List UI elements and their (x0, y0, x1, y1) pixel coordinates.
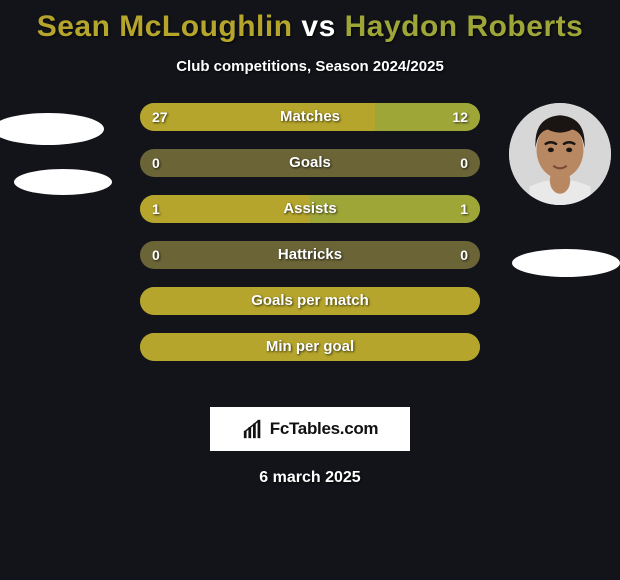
decorative-ellipse (512, 249, 620, 277)
stat-row: Min per goal (140, 333, 480, 361)
content-area: Matches2712Goals00Assists11Hattricks00Go… (0, 103, 620, 403)
subtitle: Club competitions, Season 2024/2025 (0, 58, 620, 75)
branding-text: FcTables.com (270, 419, 379, 439)
page-title: Sean McLoughlin vs Haydon Roberts (0, 0, 620, 44)
stat-value-right: 0 (460, 149, 468, 177)
branding-badge: FcTables.com (210, 407, 410, 451)
decorative-ellipse (0, 113, 104, 145)
stat-bars: Matches2712Goals00Assists11Hattricks00Go… (140, 103, 480, 379)
stat-label: Assists (140, 195, 480, 223)
stat-row: Assists1 1 (140, 195, 480, 223)
stat-row: Hattricks0 0 (140, 241, 480, 269)
decorative-ellipse (14, 169, 112, 195)
stat-label: Hattricks (140, 241, 480, 269)
vs-separator: vs (293, 10, 345, 43)
stat-label: Matches (140, 103, 480, 131)
stat-label: Goals (140, 149, 480, 177)
fctables-logo-icon (242, 418, 264, 440)
stat-value-left: 27 (152, 103, 168, 131)
stat-label: Min per goal (140, 333, 480, 361)
stat-value-left: 1 (152, 195, 160, 223)
comparison-infographic: Sean McLoughlin vs Haydon Roberts Club c… (0, 0, 620, 580)
stat-value-right: 0 (460, 241, 468, 269)
player2-avatar (509, 103, 611, 205)
player2-name: Haydon Roberts (345, 10, 584, 43)
date-text: 6 march 2025 (0, 469, 620, 487)
stat-value-left: 0 (152, 149, 160, 177)
stat-row: Matches27 12 (140, 103, 480, 131)
player1-name: Sean McLoughlin (37, 10, 293, 43)
stat-value-right: 1 (460, 195, 468, 223)
avatar-icon (509, 103, 611, 205)
stat-value-right: 12 (452, 103, 468, 131)
stat-row: Goals0 0 (140, 149, 480, 177)
stat-value-left: 0 (152, 241, 160, 269)
stat-label: Goals per match (140, 287, 480, 315)
stat-row: Goals per match (140, 287, 480, 315)
player2-column (500, 103, 620, 205)
